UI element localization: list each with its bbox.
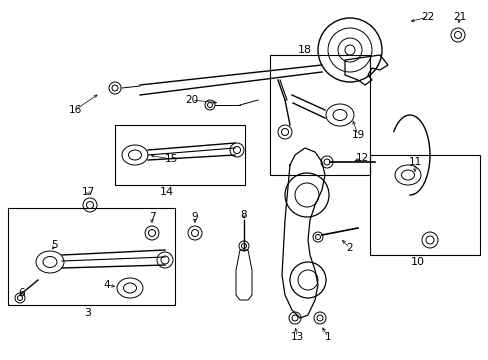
Text: 21: 21 <box>452 12 466 22</box>
Text: 18: 18 <box>297 45 311 55</box>
Bar <box>8 208 175 305</box>
Text: 9: 9 <box>191 212 198 222</box>
Text: 14: 14 <box>160 187 174 197</box>
Text: 11: 11 <box>407 157 421 167</box>
Bar <box>369 155 479 255</box>
Text: 2: 2 <box>346 243 353 253</box>
Text: 1: 1 <box>324 332 331 342</box>
Text: 13: 13 <box>290 332 303 342</box>
Text: 7: 7 <box>148 212 155 222</box>
Text: 5: 5 <box>52 240 58 250</box>
Text: 16: 16 <box>68 105 81 115</box>
Text: 20: 20 <box>185 95 198 105</box>
Text: 10: 10 <box>410 257 424 267</box>
Bar <box>115 125 244 185</box>
Bar <box>269 55 369 175</box>
Text: 15: 15 <box>164 154 177 164</box>
Text: 17: 17 <box>81 187 95 197</box>
Text: 22: 22 <box>421 12 434 22</box>
Text: 12: 12 <box>355 153 368 163</box>
Text: 6: 6 <box>19 288 25 298</box>
Text: 3: 3 <box>84 308 91 318</box>
Text: 4: 4 <box>103 280 110 290</box>
Text: 8: 8 <box>240 210 247 220</box>
Text: 19: 19 <box>351 130 364 140</box>
